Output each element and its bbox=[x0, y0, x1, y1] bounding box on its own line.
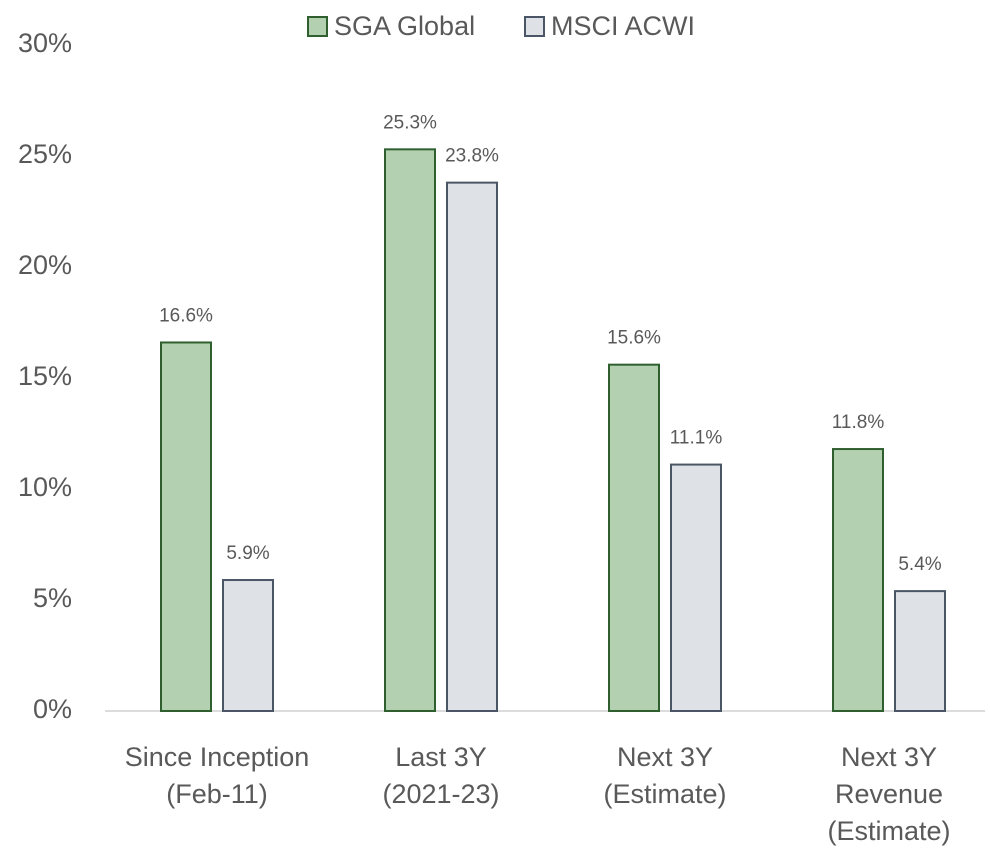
value-label: 5.4% bbox=[898, 554, 941, 575]
value-label: 25.3% bbox=[383, 112, 437, 133]
bar bbox=[222, 579, 274, 713]
x-tick-label-line: Revenue bbox=[835, 779, 943, 809]
x-tick-label-line: (Feb-11) bbox=[166, 779, 268, 809]
bar bbox=[608, 363, 660, 712]
bar bbox=[894, 590, 946, 712]
legend-swatch bbox=[524, 16, 545, 37]
bar bbox=[832, 448, 884, 712]
legend-label: MSCI ACWI bbox=[551, 11, 695, 41]
x-tick-label-line: Next 3Y bbox=[841, 742, 937, 772]
y-tick-label: 25% bbox=[18, 139, 72, 169]
x-tick-label-line: (Estimate) bbox=[827, 816, 950, 846]
value-label: 16.6% bbox=[159, 305, 213, 326]
value-label: 11.8% bbox=[832, 412, 885, 433]
y-tick-label: 10% bbox=[18, 472, 72, 502]
x-tick-label-line: Last 3Y bbox=[395, 742, 487, 772]
value-label: 15.6% bbox=[607, 328, 661, 349]
x-tick-label-line: Since Inception bbox=[125, 742, 310, 772]
legend-swatch bbox=[307, 16, 328, 37]
bar bbox=[160, 341, 212, 712]
y-tick-label: 0% bbox=[33, 694, 72, 724]
x-tick-label: Next 3Y Revenue (Estimate) bbox=[827, 742, 950, 846]
x-tick-label-line: (Estimate) bbox=[603, 779, 726, 809]
y-tick-label: 5% bbox=[33, 583, 72, 613]
bar bbox=[446, 181, 498, 712]
value-label: 11.1% bbox=[670, 428, 723, 449]
x-tick-label: Last 3Y (2021-23) bbox=[382, 742, 499, 809]
y-tick-label: 20% bbox=[18, 250, 72, 280]
x-tick-label-line: (2021-23) bbox=[382, 779, 499, 809]
y-tick-label: 30% bbox=[18, 28, 72, 58]
x-tick-label: Next 3Y (Estimate) bbox=[603, 742, 726, 809]
x-tick-label: Since Inception (Feb-11) bbox=[125, 742, 310, 809]
x-tick-label-line: Next 3Y bbox=[617, 742, 713, 772]
y-tick-label: 15% bbox=[18, 361, 72, 391]
legend-label: SGA Global bbox=[334, 11, 475, 41]
bar bbox=[384, 148, 436, 712]
value-label: 5.9% bbox=[226, 543, 269, 564]
bar bbox=[670, 463, 722, 712]
value-label: 23.8% bbox=[445, 146, 499, 167]
